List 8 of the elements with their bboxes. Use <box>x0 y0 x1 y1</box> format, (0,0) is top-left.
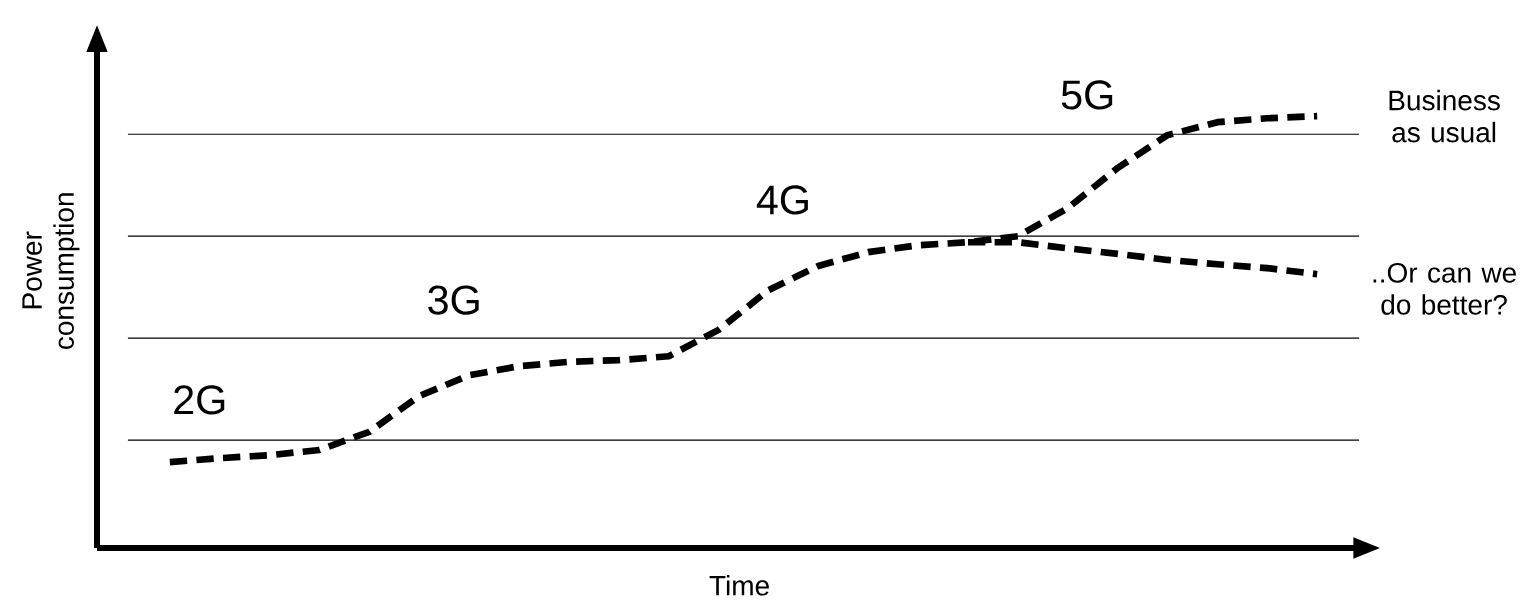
text: ..Or can we do better? <box>1373 262 1516 315</box>
text: Business as usual <box>1389 89 1500 143</box>
x-axis-title: Time <box>709 575 769 596</box>
annotation: 2G <box>174 385 225 415</box>
annotation: 4G <box>756 185 808 215</box>
text: 5G <box>1061 80 1113 110</box>
annotation: 3G <box>428 285 479 315</box>
y-axis-title: Power consumption <box>22 193 80 349</box>
